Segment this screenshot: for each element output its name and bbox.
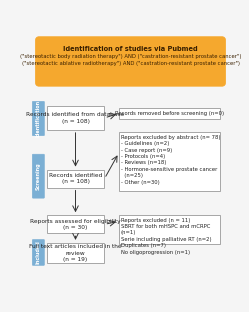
- FancyBboxPatch shape: [32, 154, 44, 198]
- FancyBboxPatch shape: [47, 215, 105, 233]
- FancyBboxPatch shape: [119, 215, 220, 244]
- Text: ("stereotactic body radiation therapy") AND ("castration-resistant prostate canc: ("stereotactic body radiation therapy") …: [20, 54, 241, 66]
- Text: Reports excluded by abstract (n= 78)
- Guidelines (n=2)
- Case report (n=9)
- Pr: Reports excluded by abstract (n= 78) - G…: [121, 135, 220, 184]
- FancyBboxPatch shape: [47, 106, 105, 130]
- Text: Reports assessed for eligibility
(n = 30): Reports assessed for eligibility (n = 30…: [30, 219, 121, 230]
- FancyBboxPatch shape: [119, 132, 220, 191]
- Text: Screening: Screening: [36, 162, 41, 190]
- Text: Records identified
(n = 108): Records identified (n = 108): [49, 173, 102, 184]
- Text: Full text articles included in the
review
(n = 19): Full text articles included in the revie…: [29, 244, 122, 262]
- Text: Identification of studies via Pubmed: Identification of studies via Pubmed: [63, 46, 198, 52]
- FancyBboxPatch shape: [32, 101, 44, 136]
- Text: Identification: Identification: [36, 100, 41, 137]
- Text: Records identified from database
(n = 108): Records identified from database (n = 10…: [26, 112, 125, 124]
- FancyBboxPatch shape: [47, 170, 105, 188]
- Text: Records removed before screening (n=0): Records removed before screening (n=0): [115, 111, 224, 116]
- FancyBboxPatch shape: [32, 240, 44, 266]
- Text: Reports excluded (n = 11)
SBRT for both mHSPC and mCRPC
(n=1)
Serie including pa: Reports excluded (n = 11) SBRT for both …: [121, 218, 211, 255]
- FancyBboxPatch shape: [47, 243, 105, 263]
- Text: Included: Included: [36, 241, 41, 264]
- FancyBboxPatch shape: [35, 37, 226, 86]
- FancyBboxPatch shape: [119, 108, 220, 119]
